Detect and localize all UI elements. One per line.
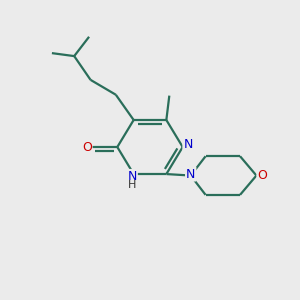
Text: N: N xyxy=(186,168,195,181)
Text: O: O xyxy=(257,169,267,182)
Text: O: O xyxy=(82,140,92,154)
Text: N: N xyxy=(128,170,137,183)
Text: N: N xyxy=(183,138,193,151)
Text: H: H xyxy=(128,180,136,190)
